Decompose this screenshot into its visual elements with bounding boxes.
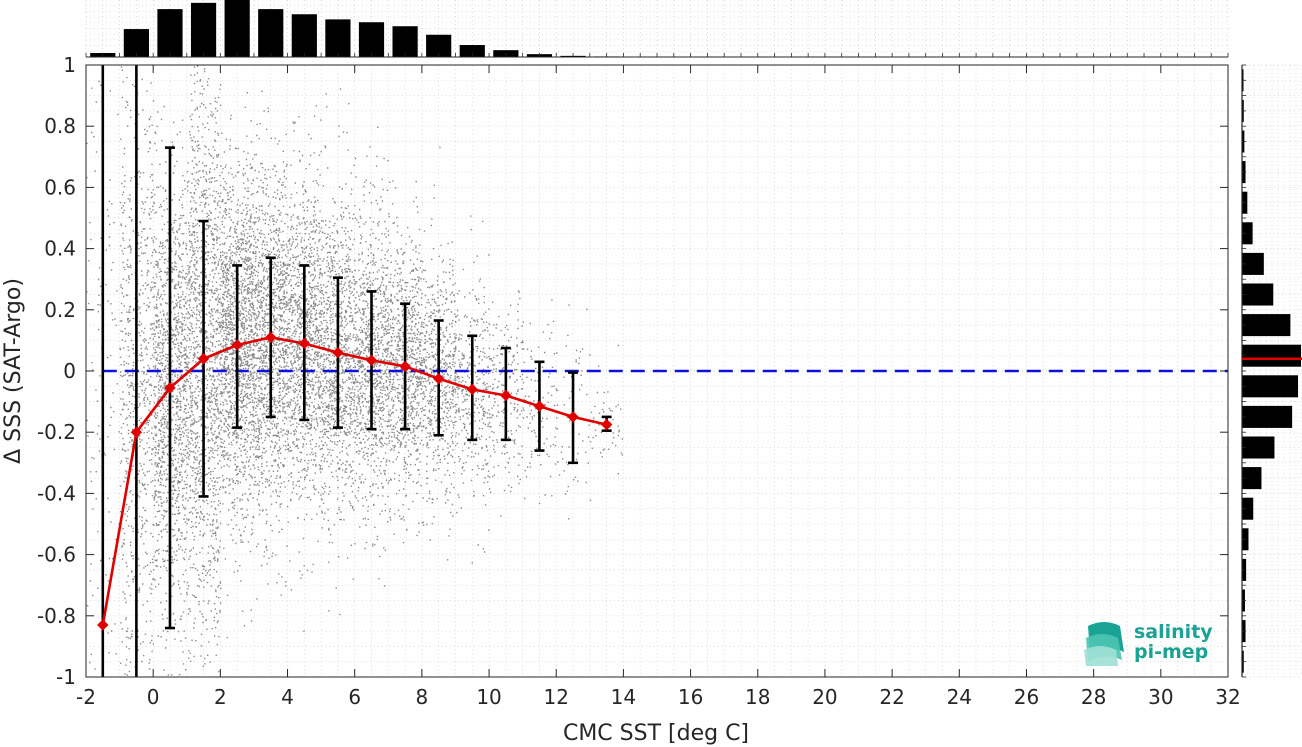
right-hist-bar bbox=[1242, 375, 1299, 398]
mean-point bbox=[97, 619, 109, 631]
mean-point bbox=[231, 339, 243, 351]
top-hist-bar bbox=[325, 19, 351, 58]
top-histogram bbox=[85, 0, 1229, 58]
top-hist-bar bbox=[123, 29, 149, 57]
right-hist-bar bbox=[1242, 467, 1262, 490]
right-hist-bar bbox=[1242, 344, 1301, 367]
right-hist-bar bbox=[1242, 314, 1291, 337]
axes bbox=[85, 64, 1229, 678]
x-tick-label: 2 bbox=[214, 685, 227, 709]
x-tick-label: 4 bbox=[281, 685, 294, 709]
logo-line2: pi-mep bbox=[1134, 641, 1208, 663]
mean-point bbox=[332, 346, 344, 359]
y-axis-title: Δ SSS (SAT-Argo) bbox=[1, 278, 26, 464]
top-hist-bar bbox=[358, 22, 385, 57]
mean-point bbox=[365, 354, 378, 366]
y-tick-label: 1 bbox=[63, 53, 76, 77]
y-tick-label: -0.4 bbox=[37, 481, 76, 505]
waves-icon bbox=[1084, 622, 1124, 666]
x-tick-labels: -2 0 2 4 6 8 10 12 14 16 18 20 22 24 26 28 30 32 bbox=[76, 685, 1241, 709]
mean-point bbox=[432, 372, 445, 385]
logo-line1: salinity bbox=[1134, 621, 1213, 643]
x-tick-label: 30 bbox=[1148, 685, 1173, 709]
y-tick-label: 0.6 bbox=[44, 175, 76, 199]
top-hist-bar bbox=[258, 9, 284, 58]
mean-point bbox=[164, 382, 176, 394]
mean-point bbox=[466, 383, 478, 396]
x-tick-label: 26 bbox=[1014, 685, 1039, 709]
y-tick-label: 0.4 bbox=[44, 237, 76, 261]
y-tick-label: 0.8 bbox=[44, 114, 76, 138]
x-tick-label: 16 bbox=[678, 685, 703, 709]
y-tick-label: 0 bbox=[63, 359, 76, 383]
mean-point bbox=[298, 337, 311, 350]
salinity-pi-mep-logo: salinity pi-mep bbox=[1084, 621, 1213, 666]
x-tick-label: 20 bbox=[812, 685, 837, 709]
x-tick-label: -2 bbox=[76, 685, 96, 709]
x-tick-label: 18 bbox=[745, 685, 770, 709]
y-tick-label: -1 bbox=[56, 665, 76, 689]
top-hist-bar bbox=[157, 9, 183, 58]
top-hist-bar bbox=[291, 14, 317, 57]
mean-point bbox=[533, 400, 546, 412]
top-hist-bar bbox=[392, 26, 418, 57]
right-hist-bar bbox=[1242, 436, 1275, 459]
top-hist-bar bbox=[224, 0, 250, 57]
mean-point bbox=[197, 353, 210, 365]
x-tick-label: 12 bbox=[544, 685, 569, 709]
right-hist-bar bbox=[1242, 252, 1264, 275]
y-tick-label: 0.2 bbox=[44, 298, 76, 322]
x-tick-label: 24 bbox=[947, 685, 972, 709]
scatter-points bbox=[86, 65, 624, 676]
x-axis-title: CMC SST [deg C] bbox=[563, 721, 749, 746]
mean-point bbox=[399, 360, 411, 373]
mean-point bbox=[130, 426, 143, 438]
mean-point bbox=[567, 411, 579, 423]
y-tick-label: -0.2 bbox=[37, 420, 76, 444]
mean-point bbox=[265, 331, 277, 344]
top-hist-bar bbox=[426, 34, 452, 57]
right-hist-bar bbox=[1242, 222, 1253, 245]
x-tick-label: 32 bbox=[1215, 685, 1240, 709]
y-tick-label: -0.8 bbox=[37, 604, 76, 628]
x-tick-label: 6 bbox=[348, 685, 361, 709]
right-hist-bar bbox=[1242, 283, 1274, 306]
binned-mean-series bbox=[97, 331, 613, 631]
top-hist-bar bbox=[190, 2, 217, 58]
right-hist-bar bbox=[1242, 497, 1254, 520]
top-hist-bar bbox=[459, 45, 485, 57]
x-tick-label: 10 bbox=[476, 685, 501, 709]
y-tick-labels: 1 0.8 0.6 0.4 0.2 0 -0.2 -0.4 -0.6 -0.8 -1 bbox=[37, 53, 76, 689]
x-tick-label: 28 bbox=[1081, 685, 1106, 709]
right-histogram bbox=[1241, 64, 1302, 678]
right-hist-bar bbox=[1242, 405, 1293, 428]
mean-line bbox=[101, 335, 607, 626]
mean-point bbox=[500, 389, 512, 402]
y-tick-label: -0.6 bbox=[37, 543, 76, 567]
x-tick-label: 0 bbox=[147, 685, 160, 709]
mean-point bbox=[600, 418, 613, 431]
x-tick-label: 8 bbox=[416, 685, 429, 709]
scatter-dots bbox=[86, 65, 624, 676]
x-tick-label: 22 bbox=[879, 685, 904, 709]
x-tick-label: 14 bbox=[611, 685, 636, 709]
